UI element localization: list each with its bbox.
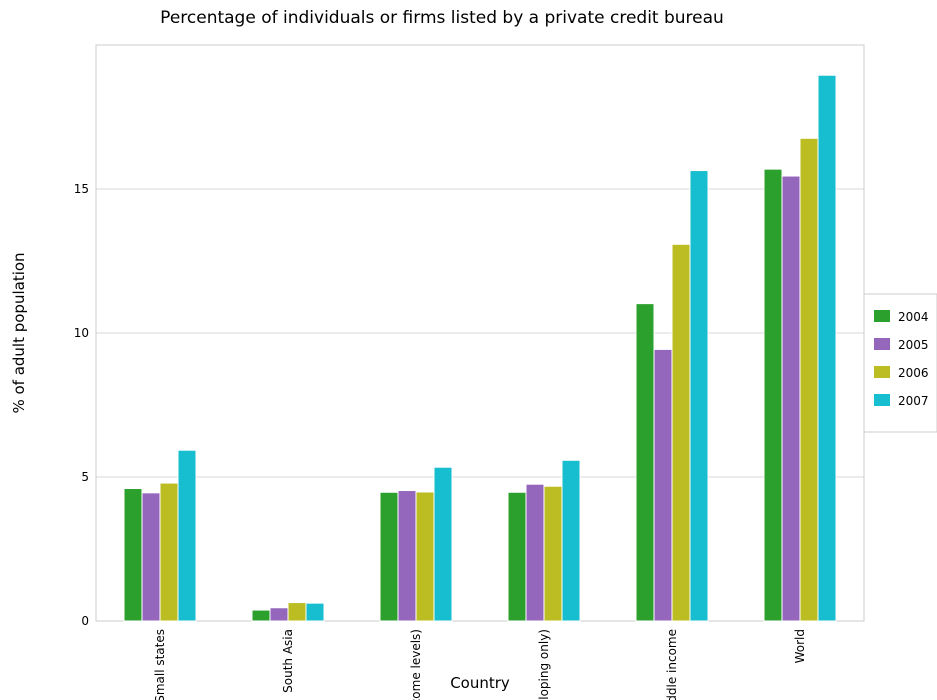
bar-2005 xyxy=(781,175,801,622)
bar-2004 xyxy=(123,488,143,622)
bar-2007 xyxy=(817,74,837,622)
bars xyxy=(123,74,837,622)
bar-2006 xyxy=(415,491,435,622)
x-tick-label: Small states xyxy=(153,629,167,700)
legend-label: 2005 xyxy=(898,338,929,352)
bar-2004 xyxy=(635,303,655,622)
x-tick-label: Sub-Saharan Africa (developing only) xyxy=(537,629,551,700)
bar-2004 xyxy=(507,491,527,622)
bar-2007 xyxy=(177,449,197,622)
y-axis: 0 5 10 15 xyxy=(74,182,89,628)
bar-2004 xyxy=(763,168,783,622)
legend: 2004 2005 2006 2007 xyxy=(863,293,937,433)
x-axis-label: Country xyxy=(450,674,510,692)
y-axis-label: % of adult population xyxy=(10,252,28,413)
bar-2007 xyxy=(433,466,453,622)
bar-2007 xyxy=(561,459,581,622)
legend-swatch xyxy=(874,394,890,406)
bar-2005 xyxy=(653,348,673,622)
legend-label: 2006 xyxy=(898,366,929,380)
bar-2004 xyxy=(379,491,399,622)
legend-label: 2007 xyxy=(898,394,929,408)
bar-2007 xyxy=(689,170,709,622)
bar-2006 xyxy=(671,243,691,622)
bar-2006 xyxy=(799,137,819,622)
y-tick-label: 10 xyxy=(74,326,89,340)
bar-2006 xyxy=(287,602,307,622)
bar-2006 xyxy=(543,485,563,622)
legend-swatch xyxy=(874,310,890,322)
x-tick-label: South Asia xyxy=(281,629,295,693)
x-tick-label: Sub-Saharan Africa (all income levels) xyxy=(409,629,423,700)
bar-2005 xyxy=(397,490,417,622)
bar-2005 xyxy=(141,492,161,622)
bar-2006 xyxy=(159,482,179,622)
x-tick-label: Upper middle income xyxy=(665,629,679,700)
legend-swatch xyxy=(874,338,890,350)
x-axis: Small states South Asia Sub-Saharan Africa… xyxy=(153,629,807,700)
bar-2005 xyxy=(525,483,545,622)
legend-label: 2004 xyxy=(898,310,929,324)
y-tick-label: 15 xyxy=(74,182,89,196)
legend-swatch xyxy=(874,366,890,378)
chart-title: Percentage of individuals or firms liste… xyxy=(160,8,724,28)
y-tick-label: 5 xyxy=(81,470,89,484)
bar-2005 xyxy=(269,607,289,622)
y-tick-label: 0 xyxy=(81,614,89,628)
bar-2004 xyxy=(251,609,271,622)
x-tick-label: World xyxy=(793,629,807,663)
bar-2007 xyxy=(305,602,325,622)
